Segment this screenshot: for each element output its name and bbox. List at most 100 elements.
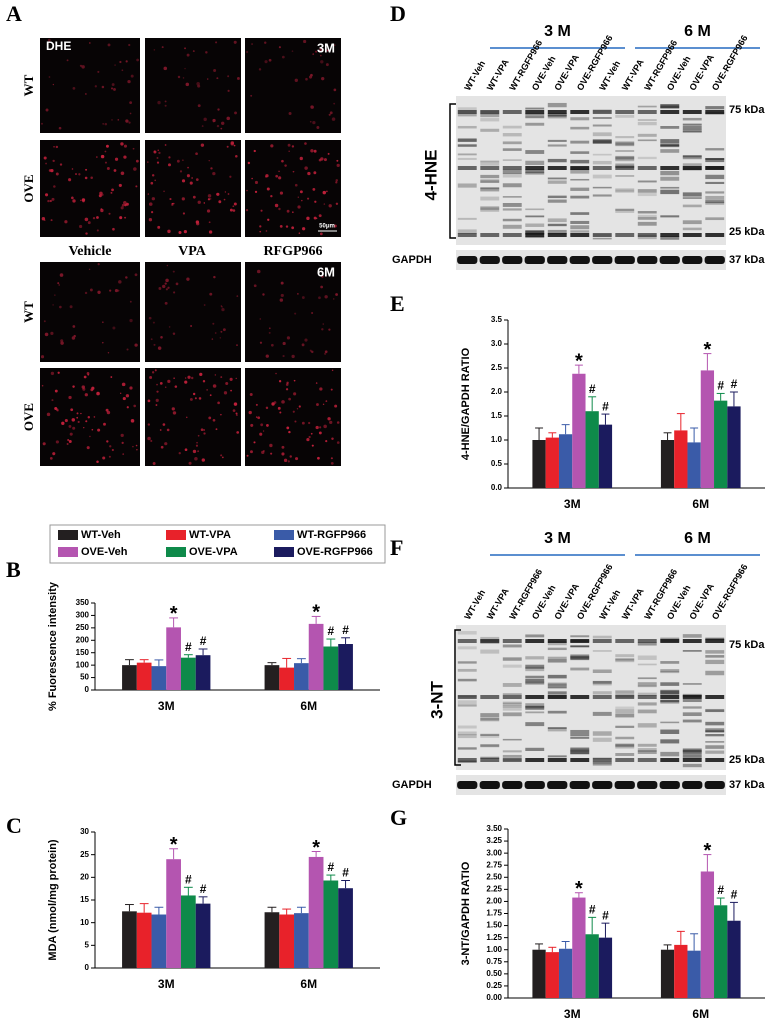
- fluorescent-nucleus: [52, 159, 55, 163]
- fluorescent-nucleus: [214, 332, 217, 334]
- bar: [264, 665, 280, 690]
- fluorescent-nucleus: [259, 432, 263, 436]
- fluorescent-nucleus: [333, 298, 335, 300]
- fluorescent-nucleus: [226, 145, 229, 148]
- fluorescent-nucleus: [181, 197, 185, 201]
- column-label: VPA: [178, 244, 207, 259]
- blot-band: [660, 149, 680, 153]
- blot-band: [660, 170, 680, 176]
- blot-band: [682, 634, 702, 638]
- fluorescent-nucleus: [301, 296, 305, 299]
- blot-band: [592, 695, 612, 699]
- blot-band: [592, 153, 612, 156]
- blot-band: [705, 655, 725, 658]
- loading-band: [524, 781, 545, 789]
- blot-band: [592, 669, 612, 674]
- fluorescent-nucleus: [218, 200, 222, 204]
- fluorescent-nucleus: [245, 50, 249, 54]
- fluorescent-nucleus: [57, 282, 60, 285]
- fluorescent-nucleus: [235, 414, 238, 416]
- blot-band: [660, 751, 680, 757]
- fluorescent-nucleus: [236, 431, 240, 434]
- fluorescent-nucleus: [263, 450, 265, 452]
- fluorescent-nucleus: [147, 436, 151, 441]
- fluorescent-nucleus: [100, 208, 103, 210]
- fluorescent-nucleus: [102, 123, 104, 125]
- fluorescent-nucleus: [52, 304, 54, 306]
- fluorescent-nucleus: [133, 167, 137, 171]
- fluorescent-nucleus: [236, 344, 238, 346]
- blot-band: [502, 639, 522, 643]
- fluorescent-nucleus: [313, 216, 317, 220]
- fluorescent-nucleus: [330, 457, 333, 460]
- fluorescent-nucleus: [319, 387, 323, 391]
- age-label: 3M: [317, 40, 335, 55]
- blot-band: [525, 107, 545, 110]
- fluorescent-nucleus: [298, 232, 301, 234]
- blot-band: [705, 166, 725, 170]
- fluorescent-nucleus: [322, 403, 325, 406]
- blot-band: [660, 236, 680, 240]
- blot-band: [660, 186, 680, 189]
- fluorescent-nucleus: [123, 144, 128, 148]
- fluorescent-nucleus: [320, 54, 322, 57]
- blot-band: [547, 102, 567, 108]
- fluorescent-nucleus: [72, 325, 76, 328]
- fluorescent-nucleus: [303, 39, 307, 44]
- blot-band: [682, 754, 702, 757]
- fluorescent-nucleus: [128, 121, 131, 124]
- y-tick-label: 300: [76, 611, 90, 620]
- blot-band: [592, 680, 612, 684]
- significance-marker: #: [717, 379, 724, 393]
- fluorescent-nucleus: [130, 419, 135, 423]
- fluorescent-nucleus: [53, 185, 56, 188]
- blot-band: [592, 139, 612, 144]
- fluorescent-nucleus: [92, 216, 96, 220]
- blot-band: [660, 682, 680, 686]
- fluorescent-nucleus: [331, 117, 336, 121]
- blot-band: [570, 729, 590, 735]
- blot-band: [480, 758, 500, 762]
- significance-marker: #: [589, 903, 596, 917]
- blot-band: [525, 110, 545, 114]
- fluorescent-nucleus: [336, 159, 339, 162]
- fluorescent-nucleus: [227, 75, 230, 78]
- fluorescent-nucleus: [219, 337, 222, 339]
- bar: [294, 663, 309, 690]
- blot-band: [592, 639, 612, 643]
- blot-band: [525, 705, 545, 709]
- fluorescent-nucleus: [164, 442, 168, 446]
- fluorescent-nucleus: [330, 388, 333, 391]
- significance-marker: #: [185, 640, 192, 654]
- blot-band: [480, 187, 500, 190]
- blot-band: [525, 679, 545, 682]
- fluorescent-nucleus: [265, 354, 269, 358]
- y-tick-label: 0.0: [491, 483, 503, 492]
- fluorescent-nucleus: [76, 416, 79, 419]
- fluorescent-nucleus: [123, 155, 127, 159]
- significance-marker: #: [731, 377, 738, 391]
- fluorescent-nucleus: [49, 457, 53, 460]
- blot-band: [570, 695, 590, 699]
- fluorescent-nucleus: [172, 411, 177, 415]
- fluorescent-nucleus: [232, 209, 236, 212]
- blot-band: [457, 646, 477, 650]
- blot-band: [547, 233, 567, 237]
- fluorescent-nucleus: [277, 406, 281, 410]
- blot-band: [570, 110, 590, 114]
- row-label: OVE: [21, 174, 36, 202]
- fluorescent-nucleus: [114, 64, 116, 66]
- fluorescent-nucleus: [153, 150, 156, 153]
- fluorescent-nucleus: [327, 417, 331, 421]
- fluorescent-nucleus: [212, 384, 217, 388]
- fluorescent-nucleus: [311, 444, 314, 447]
- bar: [264, 912, 280, 968]
- fluorescent-nucleus: [157, 346, 162, 350]
- fluorescent-nucleus: [153, 49, 156, 51]
- fluorescent-nucleus: [259, 341, 263, 344]
- fluorescent-nucleus: [154, 369, 157, 372]
- bar: [122, 911, 137, 968]
- fluorescent-nucleus: [206, 78, 209, 80]
- fluorescent-nucleus: [157, 100, 161, 105]
- blot-band: [570, 159, 590, 164]
